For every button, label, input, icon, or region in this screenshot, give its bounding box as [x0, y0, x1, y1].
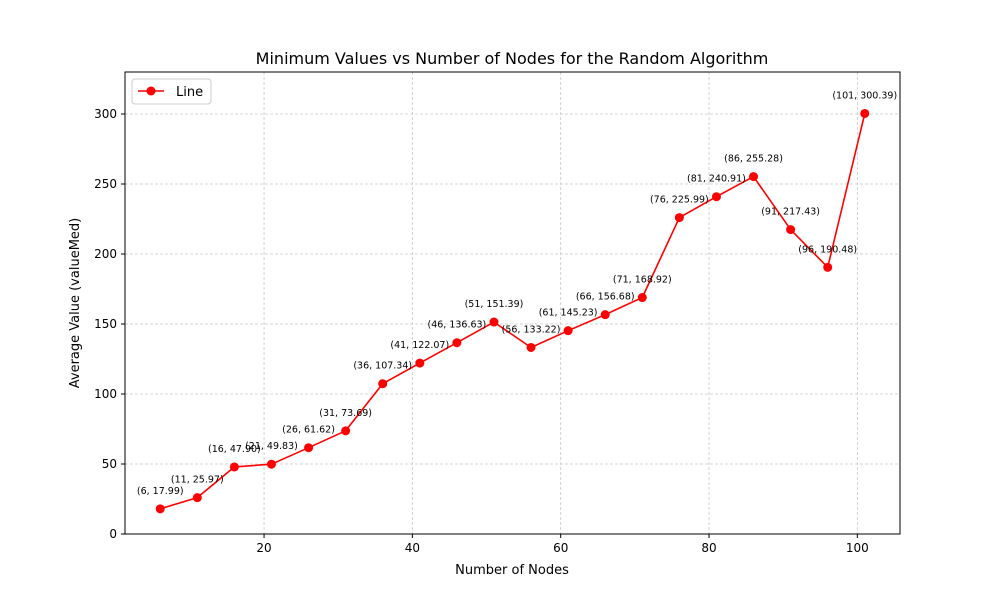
y-tick-label: 50 [102, 457, 117, 471]
data-point [452, 338, 462, 348]
data-point [674, 213, 684, 223]
y-axis-label: Average Value (valueMed) [68, 218, 83, 388]
data-point-label: (46, 136.63) [427, 320, 486, 331]
y-tick-label: 100 [94, 387, 117, 401]
axis-ticks: 20 40 60 80 100 0 50 100 150 200 250 300 [94, 107, 869, 555]
data-point-label: (61, 145.23) [539, 308, 598, 319]
data-point-label: (101, 300.39) [832, 90, 897, 101]
data-point [823, 262, 833, 272]
data-point [600, 310, 610, 320]
x-tick-label: 40 [405, 541, 420, 555]
data-point [489, 317, 499, 327]
data-point [378, 379, 388, 389]
data-point [341, 426, 351, 436]
data-point-label: (81, 240.91) [687, 174, 746, 185]
data-point-label: (56, 133.22) [502, 324, 561, 335]
legend-box [131, 78, 212, 105]
data-point [192, 493, 202, 503]
data-point [304, 443, 314, 453]
data-point [711, 192, 721, 202]
data-point [155, 504, 165, 514]
data-point-label: (86, 255.28) [724, 154, 783, 165]
data-point-label: (41, 122.07) [390, 340, 449, 351]
data-point [749, 172, 759, 182]
data-point [563, 326, 573, 336]
y-tick-label: 250 [94, 177, 117, 191]
data-point [266, 459, 276, 469]
data-point [526, 342, 536, 352]
data-point-label: (16, 47.90) [208, 444, 261, 455]
data-point [637, 293, 647, 303]
plot-frame [124, 71, 901, 535]
series-polyline [159, 113, 866, 510]
legend-label: Line [176, 85, 203, 100]
x-tick-label: 80 [701, 541, 716, 555]
data-point [786, 225, 796, 235]
y-tick-label: 300 [94, 107, 117, 121]
data-point [415, 358, 425, 368]
data-point-label: (21, 49.83) [245, 441, 298, 452]
series-line [155, 108, 870, 514]
y-tick-label: 200 [94, 247, 117, 261]
data-point-label: (26, 61.62) [282, 425, 335, 436]
x-tick-label: 60 [553, 541, 568, 555]
y-tick-label: 0 [109, 527, 117, 541]
data-point-label: (36, 107.34) [353, 361, 412, 372]
x-axis-label: Number of Nodes [455, 563, 569, 578]
y-tick-label: 150 [94, 317, 117, 331]
legend-marker [146, 86, 156, 96]
data-point-label: (76, 225.99) [650, 195, 709, 206]
legend: Line [131, 78, 212, 105]
data-point-label: (66, 156.68) [576, 292, 635, 303]
x-tick-label: 20 [256, 541, 271, 555]
data-point-label: (96, 190.48) [798, 244, 857, 255]
data-point-label: (31, 73.69) [319, 408, 372, 419]
data-point [229, 462, 239, 472]
data-point [860, 108, 870, 118]
chart-title: Minimum Values vs Number of Nodes for th… [256, 49, 769, 68]
data-point-label: (51, 151.39) [465, 299, 524, 310]
data-labels: (6, 17.99)(11, 25.97) (16, 47.90)(21, 49.… [137, 90, 897, 496]
data-point-label: (91, 217.43) [761, 207, 820, 218]
data-point-label: (11, 25.97) [171, 475, 224, 486]
data-point-label: (71, 168.92) [613, 275, 672, 286]
data-point-label: (6, 17.99) [137, 486, 184, 497]
x-tick-label: 100 [846, 541, 869, 555]
